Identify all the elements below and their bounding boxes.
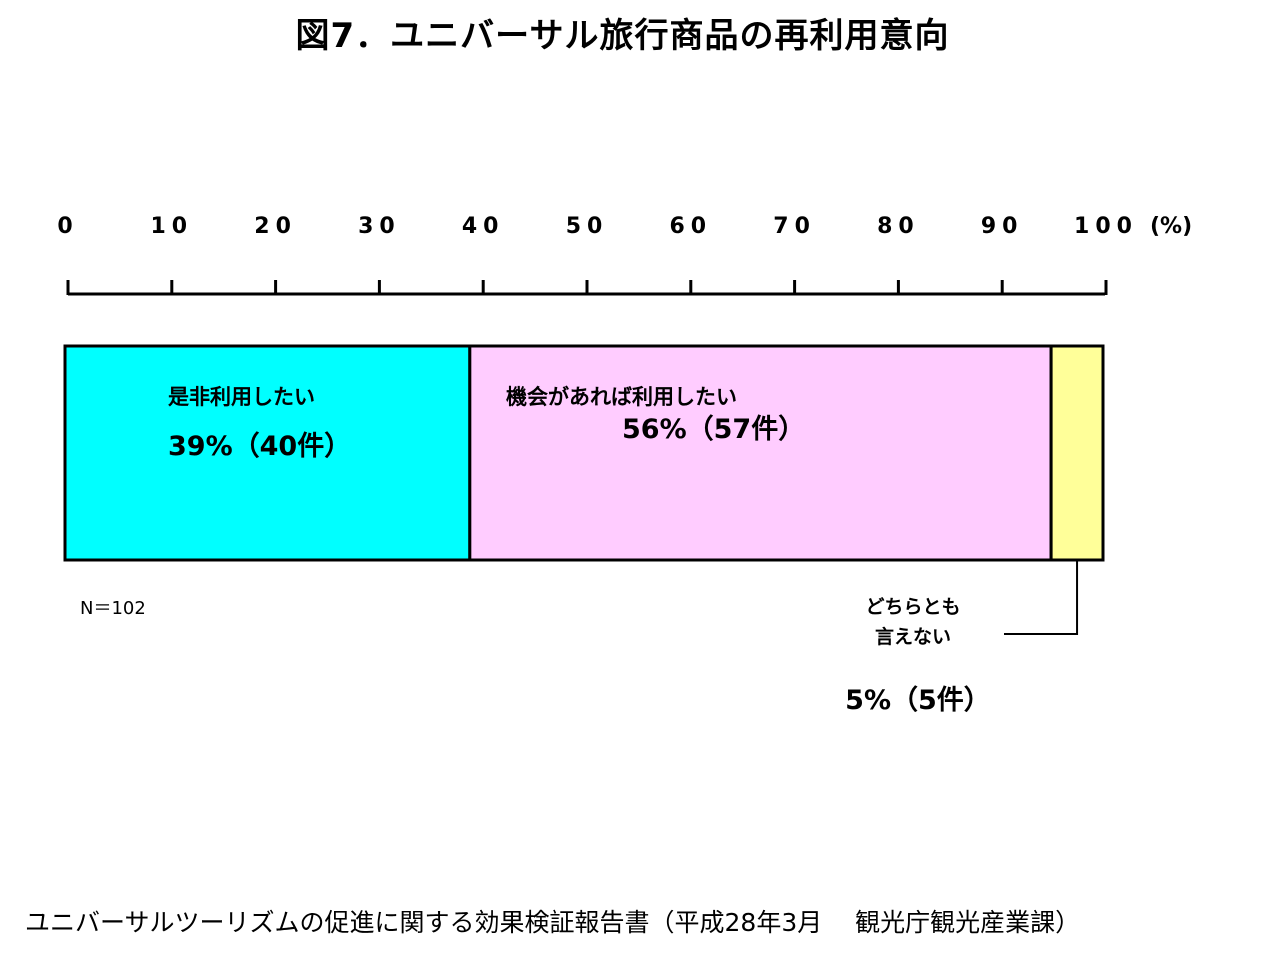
tick-label: 10 [150,214,193,239]
tick-label: 30 [358,214,401,239]
segment-label: 言えない [875,625,951,648]
sample-size-note: N＝102 [80,598,146,619]
x-axis: 0 10 20 30 40 50 60 70 80 90 100 (%) [57,214,1192,296]
tick-label: 40 [462,214,505,239]
tick-label: 100 [1074,214,1138,239]
tick-label: 0 [57,214,78,239]
segment-value-label: 56%（57件） [622,414,805,445]
segment-label: どちらとも [865,596,960,618]
tick-label: 60 [669,214,712,239]
tick-label: 90 [981,214,1024,239]
segment-value-label: 5%（5件） [845,685,991,716]
chart-title: 図7．ユニバーサル旅行商品の再利用意向 [295,16,950,56]
callout-line [1004,560,1079,635]
axis-unit-label: (%) [1150,214,1192,239]
segment-label: 是非利用したい [168,385,315,409]
segment-label: 機会があれば利用したい [506,385,737,409]
tick-label: 20 [254,214,297,239]
tick-label: 50 [566,214,609,239]
bar-segment [63,344,472,562]
data-labels: 是非利用したい 39%（40件） 機会があれば利用したい 56%（57件） どちらとも言… [80,385,1079,716]
source-note: ユニバーサルツーリズムの促進に関する効果検証報告書（平成28年3月 観光庁観光産… [25,908,1081,937]
chart-area: 0 10 20 30 40 50 60 70 80 90 100 (%) 是非利用したい 39%（40件… [57,214,1192,716]
tick-label: 70 [773,214,816,239]
tick-label: 80 [877,214,920,239]
bar-segment [468,344,1053,562]
segment-value-label: 39%（40件） [168,431,351,462]
stacked-bar [63,344,1105,562]
bar-segment [1049,344,1105,562]
